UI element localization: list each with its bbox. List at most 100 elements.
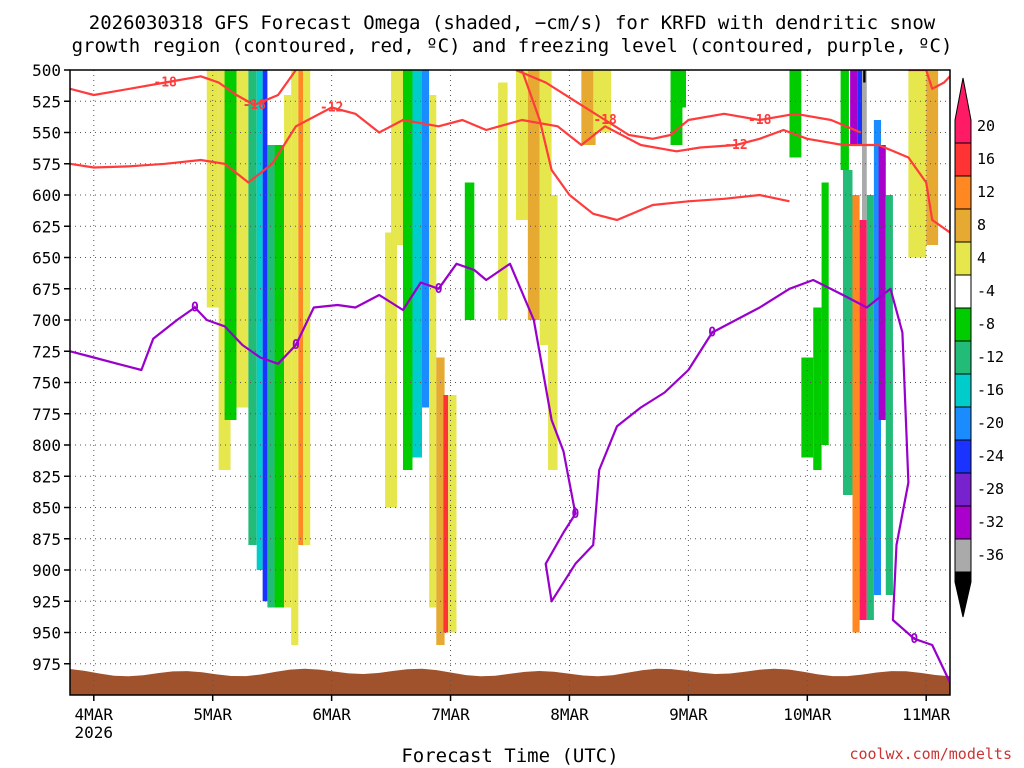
y-tick-label: 575 — [32, 155, 61, 174]
y-tick-label: 600 — [32, 186, 61, 205]
contour-label: -12 — [320, 101, 343, 116]
omega-cell — [859, 220, 867, 620]
omega-cell — [248, 70, 257, 545]
y-tick-label: 700 — [32, 311, 61, 330]
x-tick-label: 8MAR — [550, 705, 589, 724]
colorbar-segment — [954, 505, 972, 540]
y-tick-label: 825 — [32, 467, 61, 486]
omega-cell — [593, 70, 612, 133]
y-tick-label: 650 — [32, 249, 61, 268]
y-tick-label: 975 — [32, 655, 61, 674]
colorbar-tick-label: 12 — [977, 183, 995, 201]
omega-cell — [908, 70, 927, 258]
omega-cell — [850, 70, 858, 145]
contour-label: 0 — [708, 326, 716, 341]
x-tick-label: 6MAR — [312, 705, 351, 724]
omega-cell — [548, 195, 558, 470]
omega-cell — [256, 70, 263, 570]
colorbar-tick-label: -8 — [977, 315, 995, 333]
colorbar-segment — [954, 208, 972, 243]
dgz-contour-line — [520, 70, 790, 222]
colorbar-tick-label: -28 — [977, 480, 1004, 498]
dgz-contour-line — [908, 70, 950, 90]
omega-cell — [873, 120, 882, 595]
colorbar-tick-label: 4 — [977, 249, 986, 267]
omega-cell — [581, 70, 596, 145]
colorbar-tick-label: -16 — [977, 381, 1004, 399]
colorbar-segment — [954, 175, 972, 210]
dgz-contour-line — [70, 70, 297, 107]
omega-cell — [436, 357, 445, 645]
omega-cell — [298, 70, 304, 545]
freezing-level-contour — [70, 262, 950, 683]
y-tick-label: 500 — [32, 61, 61, 80]
contour-label: -18 — [593, 113, 617, 128]
omega-cell — [670, 70, 683, 145]
omega-cell — [866, 195, 874, 620]
colorbar-segment — [954, 472, 972, 507]
omega-cell — [852, 195, 860, 633]
y-tick-label: 625 — [32, 217, 61, 236]
omega-cell — [448, 395, 457, 633]
contour-label: -12 — [724, 138, 747, 153]
omega-cell — [284, 95, 292, 608]
omega-cell — [464, 182, 475, 320]
omega-cell — [443, 395, 449, 633]
omega-cell — [206, 70, 219, 308]
colorbar-segment — [954, 307, 972, 342]
contour-label: -18 — [153, 76, 177, 91]
contour-label: 0 — [571, 507, 579, 522]
y-tick-label: 775 — [32, 405, 61, 424]
omega-cell — [813, 307, 822, 470]
credit-link[interactable]: coolwx.com/modelts — [849, 745, 1012, 763]
omega-cell — [391, 70, 403, 245]
y-tick-label: 875 — [32, 530, 61, 549]
colorbar-segment — [954, 373, 972, 408]
dgz-contour-line — [70, 106, 950, 234]
omega-cell — [236, 70, 249, 408]
colorbar-tick-label: -12 — [977, 348, 1004, 366]
x-tick-label: 10MAR — [783, 705, 832, 724]
colorbar-segment — [954, 241, 972, 276]
omega-cell — [412, 70, 422, 458]
x-tick-label: 4MAR — [75, 705, 114, 724]
colorbar-tick-label: -20 — [977, 414, 1004, 432]
colorbar-tick-label: 8 — [977, 216, 986, 234]
y-tick-label: 950 — [32, 624, 61, 643]
omega-cell — [801, 357, 814, 458]
colorbar-segment — [954, 77, 972, 144]
contour-label: 0 — [292, 338, 300, 353]
y-tick-label: 900 — [32, 561, 61, 580]
chart-title-line-2: growth region (contoured, red, ºC) and f… — [72, 35, 953, 57]
omega-cell — [539, 70, 552, 345]
terrain-fill — [70, 668, 950, 695]
y-tick-label: 525 — [32, 92, 61, 111]
omega-cell — [842, 170, 853, 495]
contour-label: 0 — [191, 301, 199, 316]
omega-cell — [402, 70, 413, 470]
y-tick-label: 925 — [32, 592, 61, 611]
y-tick-label: 550 — [32, 124, 61, 143]
colorbar-segment — [954, 340, 972, 375]
colorbar-tick-label: -36 — [977, 546, 1004, 564]
omega-cell — [385, 232, 398, 508]
omega-cell — [262, 70, 268, 602]
colorbar-tick-label: 16 — [977, 150, 995, 168]
colorbar-tick-label: 20 — [977, 117, 995, 135]
colorbar-segment — [954, 439, 972, 474]
contour-label: 0 — [910, 632, 918, 647]
contour-label: 0 — [435, 282, 443, 297]
x-tick-label: 11MAR — [902, 705, 951, 724]
colorbar: 20 16 12 8 4 -4 -8 -12 -16 -20 -24 -28 -32 -36 — [954, 77, 1004, 618]
colorbar-segment — [954, 142, 972, 177]
omega-cell — [429, 95, 437, 608]
omega-cell — [821, 182, 829, 445]
omega-cell — [926, 70, 939, 245]
colorbar-tick-label: -24 — [977, 447, 1004, 465]
chart-title-line-1: 2026030318 GFS Forecast Omega (shaded, −… — [89, 12, 936, 34]
omega-cell — [840, 70, 849, 170]
colorbar-segment — [954, 274, 972, 309]
dgz-contour-line — [515, 70, 862, 140]
